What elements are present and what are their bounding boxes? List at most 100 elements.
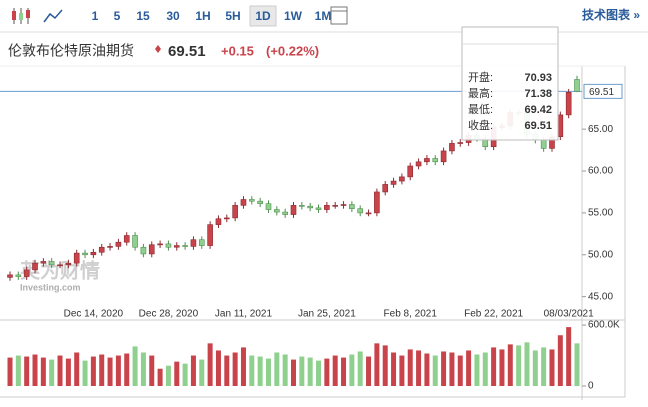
interval-button[interactable]: 1H	[195, 9, 210, 23]
volume-bar	[299, 356, 305, 386]
volume-bar	[374, 343, 380, 386]
candle-body	[349, 204, 355, 210]
volume-bar	[449, 352, 455, 386]
volume-bar	[107, 357, 113, 386]
price-change: +0.15	[221, 43, 254, 58]
interval-button[interactable]: 1	[92, 9, 99, 23]
volume-bar	[282, 354, 288, 386]
candle-body	[73, 252, 80, 264]
volume-bar	[574, 343, 580, 386]
volume-bar	[566, 327, 572, 386]
candle-body	[457, 142, 464, 144]
volume-bar	[90, 356, 96, 386]
candle-body	[90, 251, 97, 256]
candle-body	[240, 199, 247, 206]
volume-bar	[115, 355, 121, 386]
interval-button[interactable]: 30	[166, 9, 180, 23]
volume-bar	[474, 354, 480, 386]
tooltip-close: 69.51	[524, 120, 552, 132]
candle-body	[315, 207, 322, 210]
candle-body	[148, 244, 155, 255]
volume-bar	[441, 351, 447, 386]
candle-body	[190, 239, 197, 247]
volume-bar	[307, 357, 313, 386]
tooltip-label: 开盘:	[468, 70, 493, 84]
volume-bar	[257, 356, 263, 386]
candle-body	[57, 264, 63, 267]
candle-body	[207, 224, 213, 246]
candle-body	[432, 158, 439, 163]
volume-bar	[240, 347, 246, 386]
volume-bar	[74, 352, 80, 386]
candle-body	[390, 180, 397, 185]
volume-bar	[549, 349, 555, 386]
x-tick-label: Feb 22, 2021	[464, 309, 523, 320]
volume-bar	[190, 355, 196, 386]
interval-button[interactable]: 15	[136, 9, 150, 23]
volume-bar	[65, 358, 71, 386]
last-price-label: 69.51	[589, 87, 614, 98]
volume-bar	[249, 355, 255, 386]
y-tick-label: 60.00	[588, 166, 613, 177]
x-tick-label: Jan 25, 2021	[298, 309, 356, 320]
volume-tick-label: 0	[588, 381, 594, 392]
candle-body	[98, 246, 105, 253]
y-tick-label: 55.00	[588, 208, 613, 219]
tooltip-open: 70.93	[524, 72, 552, 84]
volume-bar	[274, 352, 280, 386]
tooltip-low: 69.42	[524, 104, 552, 116]
volume-bar	[382, 345, 388, 386]
candle-body	[173, 245, 180, 248]
watermark-site: Investing.com	[20, 282, 81, 292]
interval-button[interactable]: 1M	[315, 9, 332, 23]
candle-body	[424, 158, 430, 163]
volume-bar	[165, 365, 171, 386]
candle-body	[290, 205, 297, 215]
volume-bar	[532, 350, 538, 386]
volume-bar	[57, 355, 63, 386]
interval-button[interactable]: 1D	[255, 9, 271, 23]
volume-bar	[482, 352, 488, 386]
candle-body	[182, 245, 188, 247]
tooltip-label: 最低:	[468, 103, 493, 116]
candle-body	[48, 261, 55, 266]
volume-bar	[366, 356, 372, 386]
interval-button[interactable]: 5H	[225, 9, 240, 23]
candle-body	[565, 91, 572, 116]
candle-body	[40, 261, 47, 264]
candle-body	[157, 243, 163, 246]
candle-body	[265, 203, 272, 210]
volume-bar	[24, 356, 30, 386]
calendar-icon[interactable]	[330, 6, 348, 25]
volume-bar	[140, 352, 146, 386]
volume-bar	[524, 342, 530, 386]
line-icon[interactable]	[43, 9, 63, 23]
instrument-name: 伦敦布伦特原油期货	[8, 43, 134, 59]
volume-bar	[207, 343, 213, 386]
x-tick-label: Feb 8, 2021	[384, 309, 438, 320]
volume-bar	[99, 354, 105, 386]
volume-bar	[199, 359, 205, 386]
volume-bar	[15, 355, 21, 386]
volume-bar	[407, 349, 413, 386]
candle-body	[374, 191, 380, 214]
candle-body	[299, 205, 305, 207]
candle-body	[123, 235, 130, 243]
tooltip-high: 71.38	[524, 88, 552, 100]
tech-chart-link[interactable]: 技术图表 »	[582, 7, 640, 22]
volume-bar	[332, 355, 338, 386]
volume-bar	[416, 350, 422, 386]
tooltip-label: 最高:	[468, 86, 493, 100]
candle-icon[interactable]	[12, 8, 30, 24]
volume-bar	[432, 355, 438, 386]
candle-body	[140, 246, 147, 255]
candle-body	[215, 218, 222, 225]
interval-button[interactable]: 1W	[284, 9, 303, 23]
interval-button[interactable]: 5	[114, 9, 121, 23]
volume-bar	[391, 352, 397, 386]
volume-bar	[457, 355, 463, 386]
candle-body	[332, 205, 338, 207]
last-price: 69.51	[168, 43, 206, 60]
candle-body	[357, 208, 364, 214]
